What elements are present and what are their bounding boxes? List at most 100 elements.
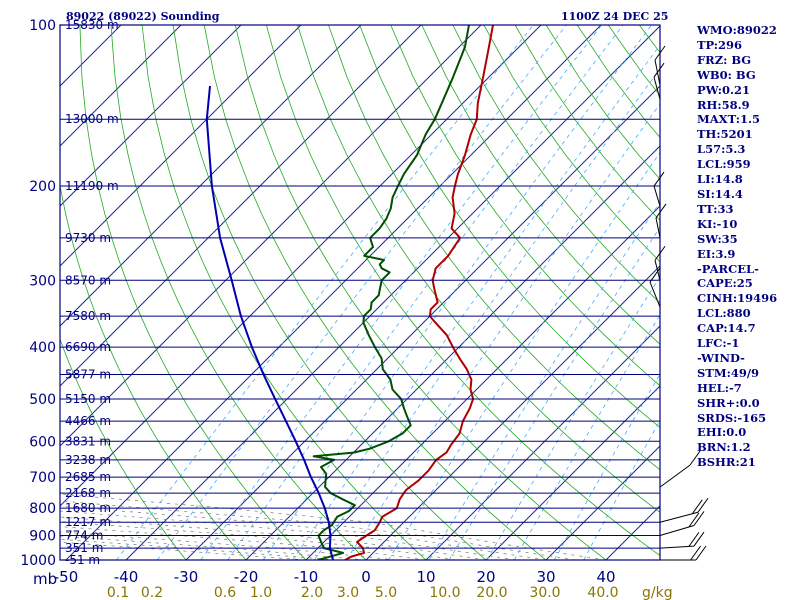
wind-barb-feather xyxy=(653,62,665,78)
height-label: 6690 m xyxy=(65,340,111,354)
mixing-ratio-line xyxy=(345,103,660,560)
pressure-tick-label: 600 xyxy=(29,434,56,450)
height-label: 5877 m xyxy=(65,367,111,381)
mixing-ratio-tick-label: 1.0 xyxy=(250,585,272,600)
pressure-tick-label: 700 xyxy=(29,470,56,486)
wind-barb-feather xyxy=(697,497,709,513)
wind-barb-feather xyxy=(690,545,702,561)
sounding-index-item: TT:33 xyxy=(697,201,734,216)
wind-barb-staff xyxy=(653,185,661,207)
sounding-index-item: WB0: BG xyxy=(697,67,756,82)
height-label: 1217 m xyxy=(65,515,111,529)
wind-barb xyxy=(655,203,667,238)
wind-barb-feather xyxy=(655,203,667,219)
mixing-ratio-tick-label: 5.0 xyxy=(375,585,397,600)
isotherm-line xyxy=(60,25,242,207)
pressure-unit-label: mb xyxy=(33,570,57,588)
isotherm-line xyxy=(0,25,1,560)
wind-barb-feather xyxy=(653,171,665,187)
height-label: 3238 m xyxy=(65,453,111,467)
wind-barb xyxy=(659,497,709,523)
wind-barb-staff xyxy=(654,59,661,86)
sounding-index-item: SHR+:0.0 xyxy=(697,395,760,410)
height-label: 774 m xyxy=(65,529,103,543)
wind-barb xyxy=(654,45,666,86)
wind-barb xyxy=(649,267,661,308)
sounding-index-item: L57:5.3 xyxy=(697,142,746,157)
dry-adiabat-line xyxy=(79,25,307,560)
moist-adiabat-line xyxy=(60,521,457,560)
sounding-index-item: MAXT:1.5 xyxy=(697,112,760,127)
temperature-tick-label: -10 xyxy=(294,568,319,586)
indices-panel: WMO:89022 TP:296 FRZ: BG WB0: BG PW:0.21 RH:5… xyxy=(697,23,797,470)
wind-barb-feather xyxy=(654,245,666,261)
sounding-index-item: EHI:0.0 xyxy=(697,425,747,440)
wind-barb xyxy=(659,511,705,536)
pressure-tick-label: 300 xyxy=(29,273,56,289)
pressure-tick-label: 200 xyxy=(29,179,56,195)
sounding-index-item: WMO:89022 xyxy=(697,23,777,37)
height-label: 7580 m xyxy=(65,309,111,323)
sounding-index-item: LCL:880 xyxy=(697,306,751,321)
wind-barb-feather xyxy=(693,511,705,526)
temperature-tick-label: 40 xyxy=(596,568,615,586)
temperature-tick-label: 20 xyxy=(476,568,495,586)
isotherm-line xyxy=(245,145,660,560)
sounding-index-item: BRN:1.2 xyxy=(697,440,751,455)
wind-barb-staff xyxy=(659,464,691,488)
wind-barb-feather xyxy=(693,531,705,547)
wind-barb xyxy=(653,171,665,207)
isotherm-line xyxy=(545,445,660,560)
height-label: 3831 m xyxy=(65,434,111,448)
wind-barb-staff xyxy=(655,217,661,238)
mixing-ratio-tick-label: 0.1 xyxy=(107,585,129,600)
temperature-line xyxy=(344,25,494,560)
sounding-index-item: FRZ: BG xyxy=(697,52,752,67)
temperature-tick-label: -20 xyxy=(234,568,259,586)
height-label: 2168 m xyxy=(65,486,111,500)
sounding-index-item: STM:49/9 xyxy=(697,365,760,380)
wind-barb xyxy=(659,450,701,488)
temperature-tick-label: 10 xyxy=(416,568,435,586)
wind-barb-feather xyxy=(688,512,700,528)
height-label: 2685 m xyxy=(65,470,111,484)
sounding-index-item: EI:3.9 xyxy=(697,246,736,261)
dry-adiabat-line xyxy=(110,25,367,560)
height-label: 13000 m xyxy=(65,112,119,126)
sounding-index-item: LI:14.8 xyxy=(697,172,743,187)
pressure-tick-label: 400 xyxy=(29,340,56,356)
wind-barb-feather xyxy=(688,532,700,547)
sounding-index-item: SW:35 xyxy=(697,231,738,246)
mixing-ratio-tick-label: 2.0 xyxy=(301,585,323,600)
sounding-time: 1100Z 24 DEC 25 xyxy=(561,10,668,23)
wind-barb-staff xyxy=(659,525,695,536)
sounding-index-item: CAPE:25 xyxy=(697,276,753,291)
isotherm-line xyxy=(425,325,660,560)
mixing-ratio-unit-label: g/kg xyxy=(642,585,673,600)
mixing-ratio-tick-label: 20.0 xyxy=(476,585,507,600)
isotherm-line xyxy=(60,25,422,387)
wind-barb-feather xyxy=(695,545,707,561)
mixing-ratio-tick-label: 10.0 xyxy=(429,585,460,600)
wind-barb xyxy=(654,245,666,281)
mixing-ratio-line xyxy=(262,25,652,560)
dewpoint-line xyxy=(312,25,470,560)
wind-barb-feather xyxy=(654,45,666,61)
height-label: 11190 m xyxy=(65,179,119,193)
station-title: 89022 (89022) Sounding xyxy=(66,10,220,23)
height-label: 8570 m xyxy=(65,273,111,287)
wind-barb-staff xyxy=(653,77,661,100)
sounding-index-item: CAP:14.7 xyxy=(697,321,756,336)
sounding-index-item: SI:14.4 xyxy=(697,186,743,201)
height-label: -51 m xyxy=(65,553,100,567)
sounding-index-item: KI:-10 xyxy=(697,216,738,231)
wind-barb-feather xyxy=(649,267,661,283)
sounding-index-item: LFC:-1 xyxy=(697,336,740,351)
height-label: 4466 m xyxy=(65,414,111,428)
isotherm-line xyxy=(485,385,660,560)
isotherm-line xyxy=(60,25,362,327)
wind-barb xyxy=(659,531,705,549)
height-label: 351 m xyxy=(65,541,103,555)
isotherm-line xyxy=(60,25,182,147)
height-label: 9730 m xyxy=(65,231,111,245)
